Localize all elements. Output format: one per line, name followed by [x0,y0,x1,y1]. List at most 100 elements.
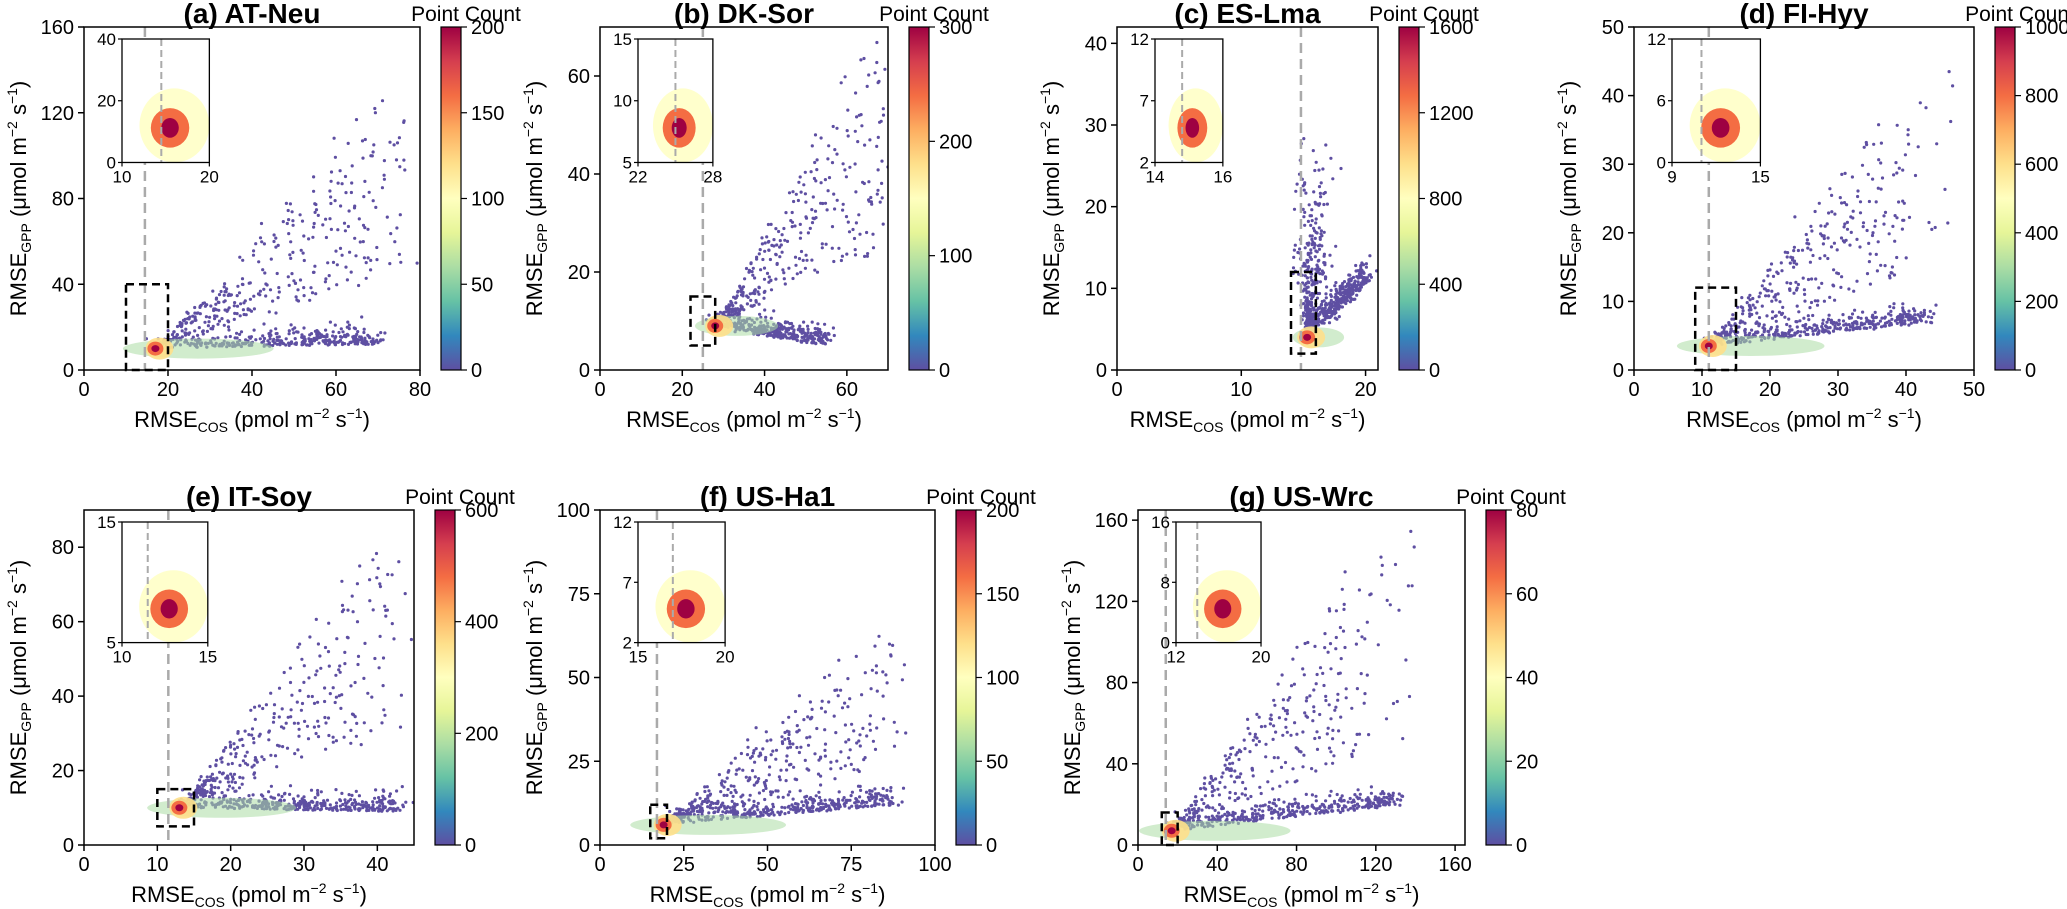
scatter-point [323,715,327,720]
scatter-point [362,195,366,199]
scatter-point [260,755,264,759]
scatter-point [1194,795,1198,799]
colorbar-tick-label: 100 [471,189,504,211]
scatter-point [1922,311,1926,315]
scatter-point [764,730,768,734]
scatter-point [785,330,789,334]
scatter-point [240,782,244,786]
scatter-point [1871,313,1875,317]
scatter-point [843,801,847,805]
scatter-point [362,676,366,681]
scatter-point [1351,749,1355,753]
scatter-point [337,694,341,698]
scatter-point [1395,797,1399,802]
scatter-point [205,775,209,779]
scatter-point [354,118,359,122]
scatter-point [1333,307,1337,311]
scatter-point [1223,763,1227,767]
scatter-point [362,327,366,331]
scatter-point [223,290,227,294]
scatter-point [1409,529,1413,534]
scatter-point [302,286,306,290]
scatter-point [1858,211,1863,215]
scatter-point [1337,804,1341,808]
scatter-point [254,338,258,342]
scatter-point [329,201,333,206]
scatter-point [821,201,825,206]
scatter-point [1743,321,1747,325]
scatter-point [835,198,839,202]
scatter-point [832,801,836,805]
scatter-point [246,763,250,767]
scatter-point [1324,303,1328,307]
x-tick-label: 60 [836,379,858,401]
scatter-point [1327,703,1331,707]
scatter-point [1732,317,1736,321]
plot-frame [599,26,889,371]
scatter-point [381,684,385,688]
scatter-point [774,227,778,231]
scatter-point [807,768,811,772]
scatter-point [331,260,336,264]
scatter-point [784,211,788,215]
scatter-point [354,254,358,258]
scatter-point [1851,327,1855,331]
scatter-point [1218,803,1222,807]
scatter-point [1934,303,1938,307]
density-core [1292,326,1345,349]
scatter-point [748,756,753,760]
scatter-point [1743,331,1747,335]
scatter-point [827,176,832,180]
y-tick-label: 100 [557,500,590,522]
panel-title: (e) IT-Soy [186,481,312,512]
scatter-point [1328,609,1332,613]
scatter-point [1830,210,1834,214]
scatter-point [1757,316,1762,320]
scatter-point [319,666,323,670]
scatter-point [1809,300,1814,305]
scatter-point [749,261,753,265]
scatter-point [805,804,809,809]
scatter-point [876,188,880,192]
scatter-point [1315,296,1319,300]
scatter-point [1397,608,1401,612]
scatter-point [837,658,841,662]
scatter-point [189,321,193,325]
scatter-point [237,291,242,295]
scatter-point [1883,264,1887,268]
scatter-point [1310,208,1314,212]
scatter-point [1889,309,1893,313]
scatter-point [846,705,850,709]
scatter-point [316,642,320,646]
scatter-point [1949,119,1953,124]
scatter-point [1850,175,1854,179]
scatter-point [1898,313,1902,317]
colorbar-tick-label: 0 [986,835,997,857]
scatter-point [303,719,307,724]
scatter-point [787,810,791,815]
scatter-point [765,739,769,743]
scatter-point [1816,299,1820,303]
scatter-point [371,800,375,804]
scatter-point [328,340,332,344]
colorbar-tick-label: 800 [2025,86,2058,108]
scatter-point [258,293,262,297]
inset-x-tick-label: 14 [1146,167,1165,186]
scatter-point [867,73,871,77]
x-tick-label: 20 [671,379,693,401]
scatter-point [863,143,867,147]
scatter-point [884,796,888,800]
scatter-point [373,796,377,800]
scatter-point [226,762,230,766]
scatter-point [1873,224,1877,228]
scatter-point [1806,314,1810,318]
scatter-point [1292,248,1296,252]
scatter-point [262,322,266,326]
scatter-point [681,812,685,817]
scatter-point [284,721,288,725]
scatter-point [1840,201,1844,205]
scatter-point [1303,262,1307,266]
colorbar-title: Point Count [926,486,1036,509]
scatter-point [187,792,191,796]
scatter-point [267,341,271,345]
